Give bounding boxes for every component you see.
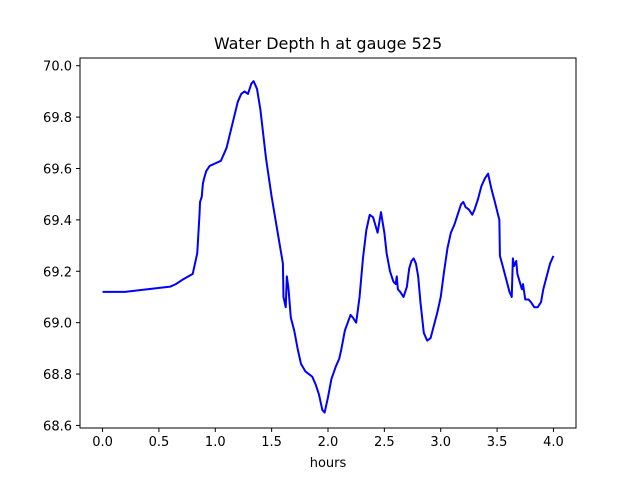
x-axis: 0.0 0.5 1.0 1.5 2.0 2.5 3.0 3.5 4.0: [92, 428, 564, 450]
x-axis-label: hours: [310, 456, 347, 471]
y-tick-label: 70.0: [43, 60, 72, 75]
y-tick-label: 69.4: [43, 214, 72, 229]
y-tick-label: 69.8: [43, 111, 72, 126]
x-tick-label: 4.0: [543, 435, 564, 450]
x-tick-label: 0.5: [149, 435, 170, 450]
x-tick-label: 1.5: [261, 435, 282, 450]
x-tick-label: 2.5: [374, 435, 395, 450]
x-tick-label: 1.0: [205, 435, 226, 450]
y-tick-label: 69.2: [43, 265, 72, 280]
chart-title: Water Depth h at gauge 525: [214, 34, 442, 53]
y-tick-label: 68.6: [43, 419, 72, 434]
x-tick-label: 0.0: [92, 435, 113, 450]
x-tick-label: 3.0: [430, 435, 451, 450]
y-tick-label: 69.6: [43, 162, 72, 177]
y-tick-label: 69.0: [43, 317, 72, 332]
y-tick-label: 68.8: [43, 368, 72, 383]
x-tick-label: 3.5: [487, 435, 508, 450]
y-axis: 68.6 68.8 69.0 69.2 69.4 69.6 69.8 70.0: [43, 60, 80, 434]
water-depth-series-line: [102, 80, 555, 414]
x-tick-label: 2.0: [318, 435, 339, 450]
